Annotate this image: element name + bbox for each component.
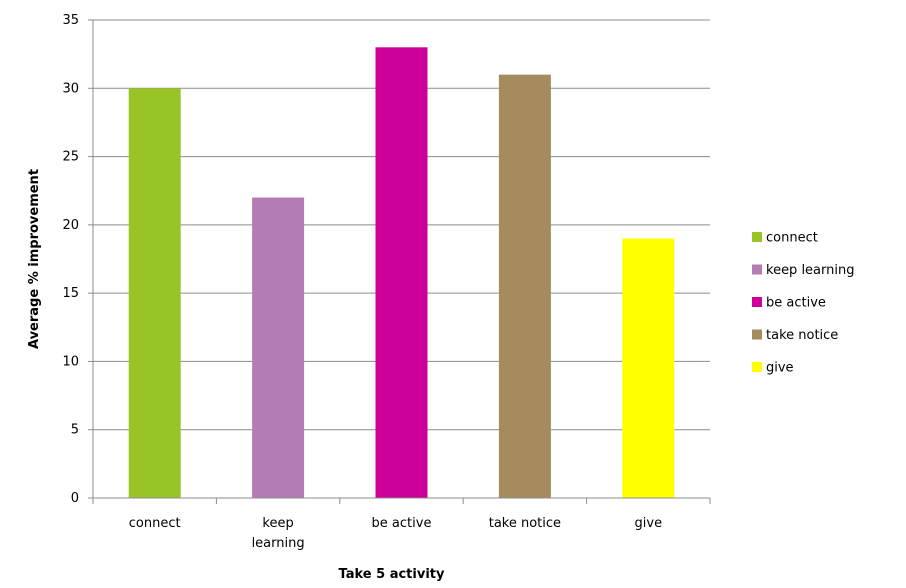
y-tick-label: 0 — [71, 491, 79, 506]
x-tick-label: connect — [129, 516, 181, 531]
legend-label: give — [766, 361, 794, 376]
legend-swatch — [752, 362, 762, 372]
legend: connect keep learning be active take notice… — [752, 231, 854, 376]
legend-label: take notice — [766, 328, 838, 343]
bar-keep-learning — [252, 197, 305, 499]
legend-swatch — [752, 264, 762, 275]
y-tick-label: 10 — [62, 354, 79, 369]
y-tick-label: 20 — [62, 218, 79, 233]
y-tick-label: 35 — [62, 13, 79, 28]
bar-give — [622, 238, 675, 498]
bar-connect — [128, 88, 181, 499]
x-tick-labels: connect keep learning be active take notice g… — [129, 516, 662, 551]
x-tick-label: keep — [262, 516, 293, 531]
y-tick-label: 15 — [62, 286, 79, 301]
x-tick-label: give — [635, 516, 663, 531]
x-tick-label: learning — [252, 536, 305, 551]
axes — [88, 19, 711, 504]
bar-be-active — [375, 47, 428, 499]
legend-swatch — [752, 297, 762, 307]
bar-take-notice — [498, 74, 551, 498]
legend-swatch — [752, 329, 762, 340]
bars — [128, 47, 675, 499]
x-tick-label: be active — [372, 516, 432, 531]
legend-swatch — [752, 232, 762, 242]
legend-label: connect — [766, 231, 818, 246]
y-tick-label: 30 — [62, 81, 79, 96]
legend-label: be active — [766, 296, 826, 311]
y-axis-title: Average % improvement — [27, 169, 42, 349]
legend-label: keep learning — [766, 263, 854, 278]
y-tick-label: 25 — [62, 150, 79, 165]
y-tick-labels: 0 5 10 15 20 25 30 35 — [62, 13, 79, 506]
y-tick-label: 5 — [71, 423, 79, 438]
x-tick-label: take notice — [489, 516, 561, 531]
x-axis-title: Take 5 activity — [339, 567, 445, 582]
